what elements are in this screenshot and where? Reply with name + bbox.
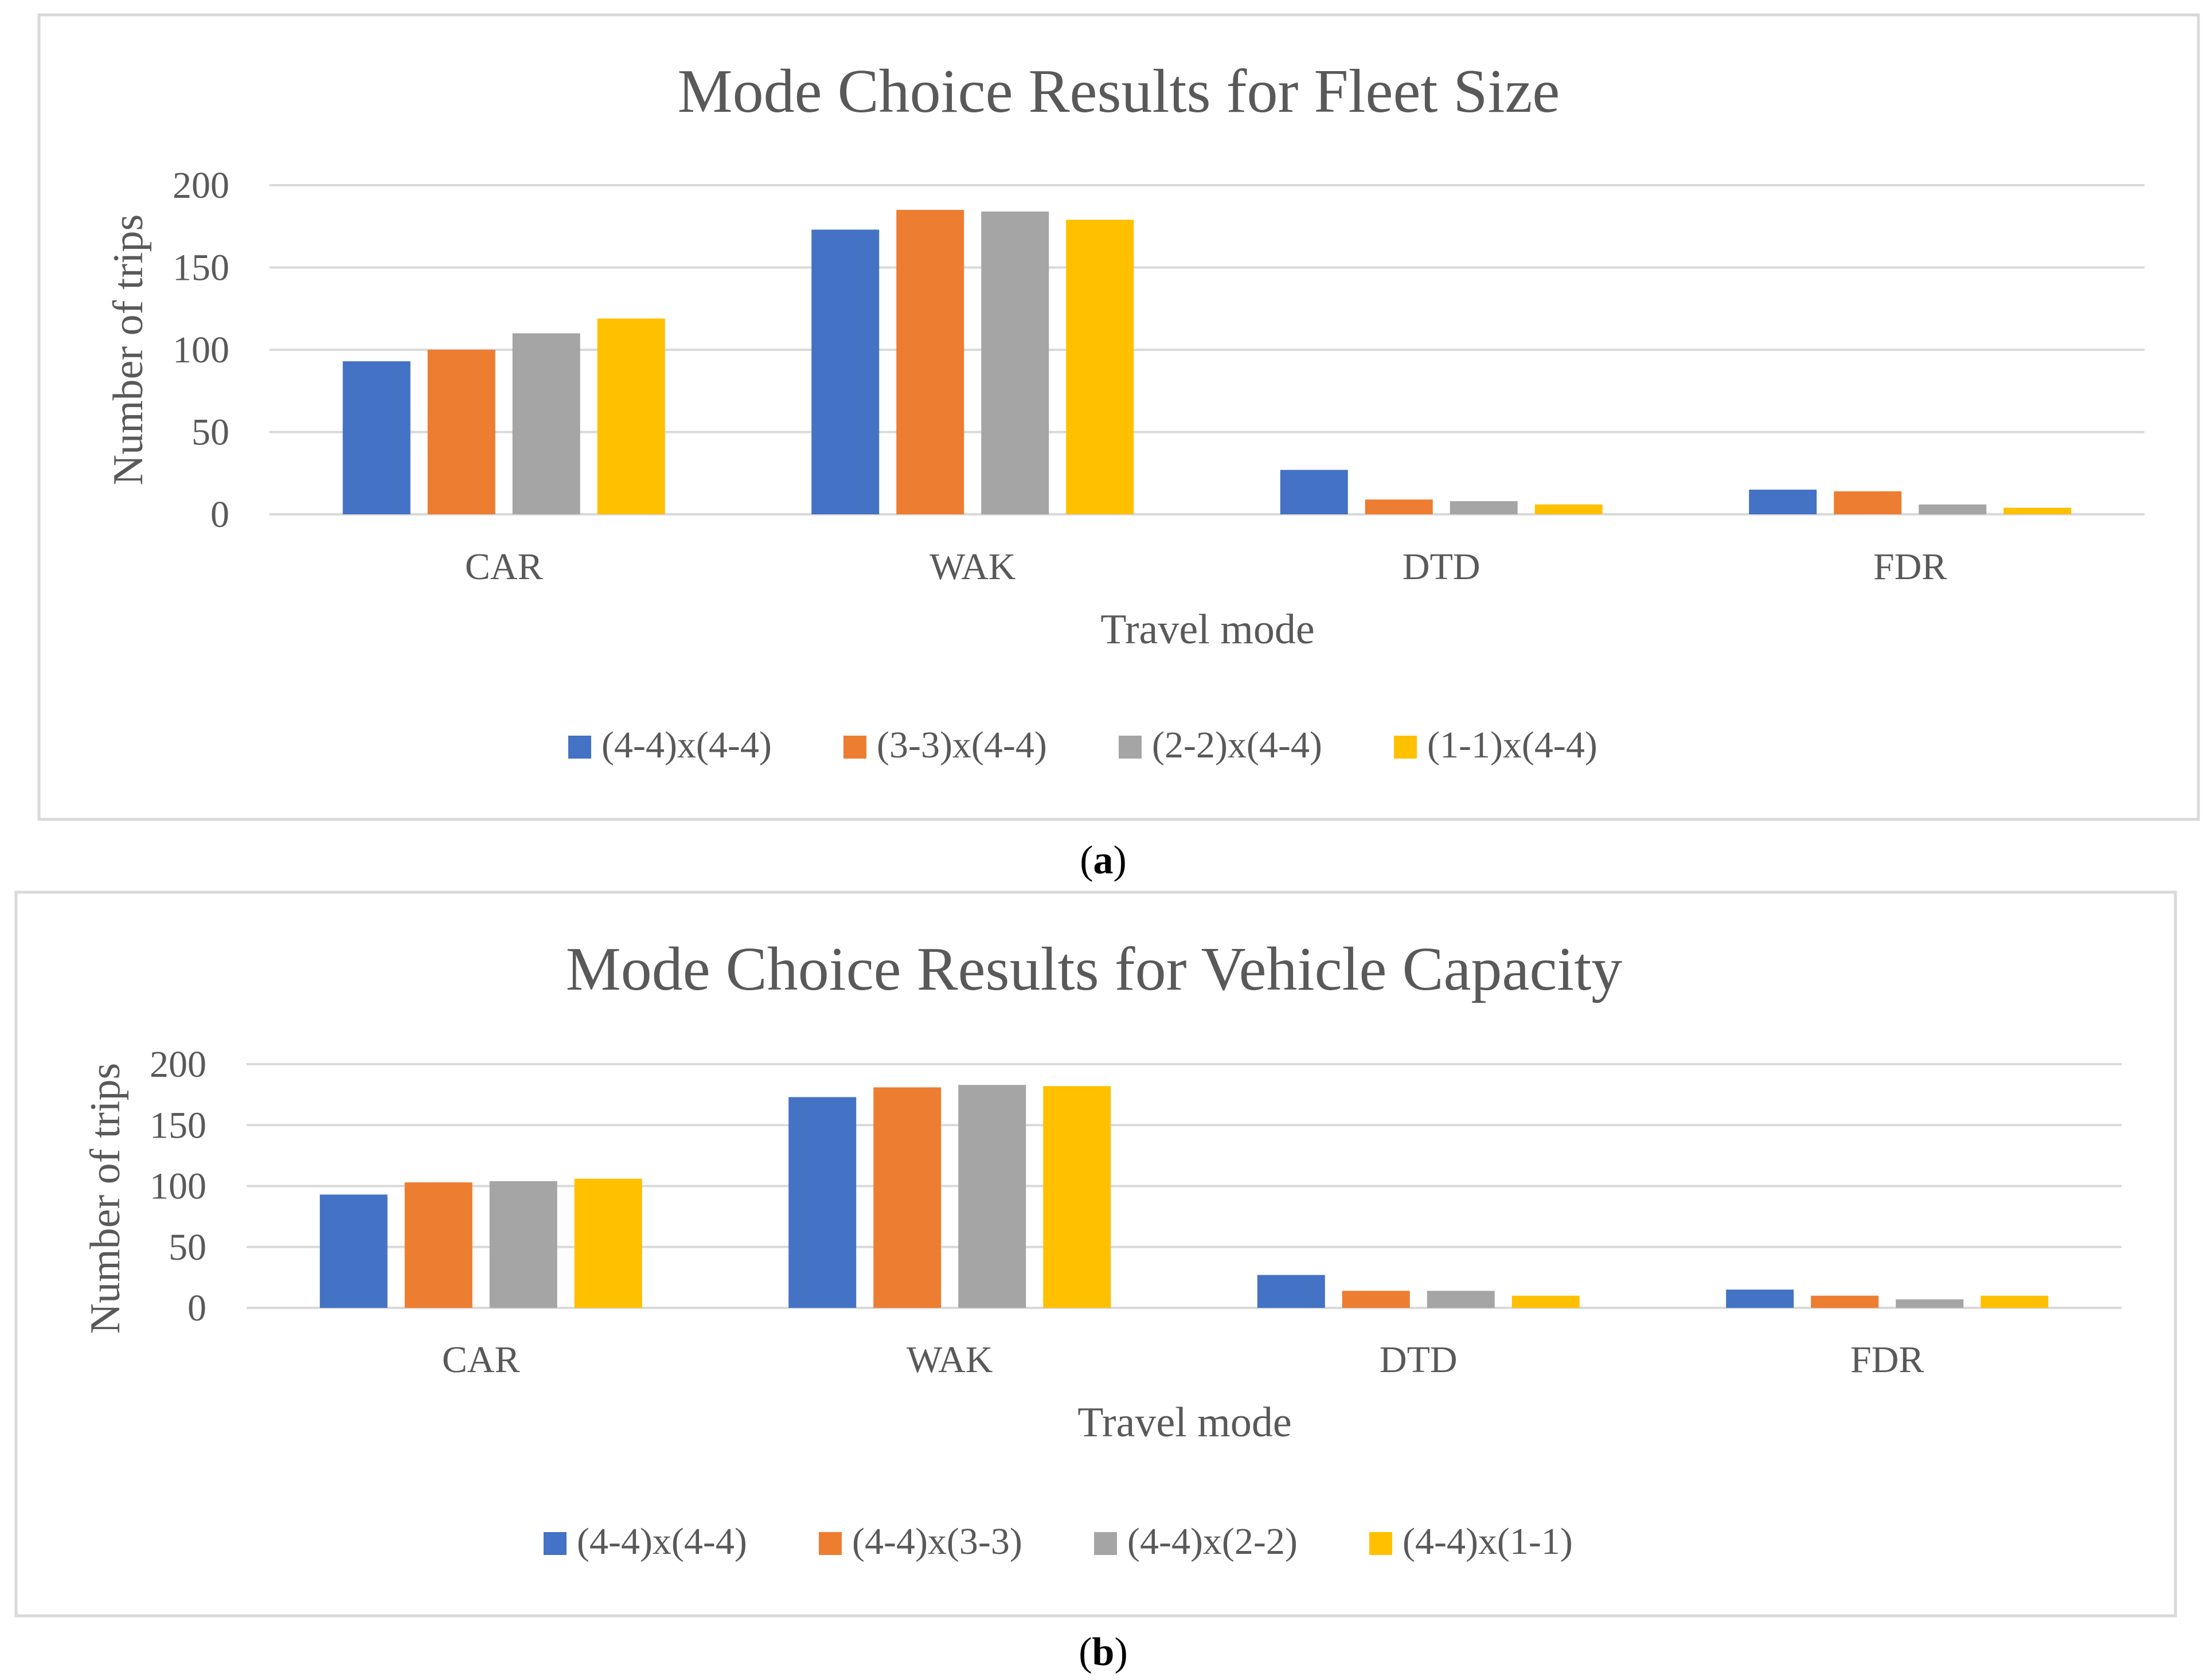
x-tick-label-fdr: FDR	[1873, 546, 1947, 588]
y-tick-label: 200	[150, 1044, 206, 1085]
chart-panel-b: Mode Choice Results for Vehicle Capacity…	[14, 890, 2177, 1618]
y-tick-labels-a: 0 50 100 150 200	[173, 165, 229, 536]
y-tick-labels-b: 0 50 100 150 200	[150, 1044, 206, 1329]
y-tick-label: 50	[192, 412, 229, 454]
legend-swatch	[1394, 736, 1417, 759]
legend-swatch	[1094, 1532, 1117, 1555]
bar-dtd-series-3	[1427, 1291, 1495, 1308]
bar-fdr-series-1	[1749, 489, 1817, 514]
gridlines-a	[269, 184, 2144, 515]
legend-swatch	[1369, 1532, 1392, 1555]
x-tick-label-dtd: DTD	[1403, 546, 1481, 588]
legend-swatch	[544, 1532, 567, 1555]
bar-wak-series-4	[1043, 1086, 1111, 1308]
bar-fdr-series-2	[1834, 491, 1902, 514]
bar-dtd-series-2	[1365, 499, 1433, 514]
bar-car-series-4	[574, 1178, 642, 1308]
bar-wak-series-2	[873, 1087, 942, 1308]
x-tick-label-wak: WAK	[929, 546, 1015, 588]
legend-label: (4-4)x(1-1)	[1403, 1521, 1573, 1562]
bar-car-series-3	[512, 333, 580, 514]
y-tick-label: 50	[169, 1226, 206, 1268]
legend-label: (4-4)x(4-4)	[601, 724, 772, 766]
bar-wak-series-3	[981, 211, 1049, 514]
bar-car-series-2	[404, 1182, 472, 1308]
bar-car-series-3	[489, 1181, 557, 1308]
x-tick-labels-a: CAR WAK DTD FDR	[465, 546, 1947, 588]
y-axis-label-a: Number of trips	[105, 214, 152, 486]
x-tick-labels-b: CAR WAK DTD FDR	[442, 1339, 1924, 1381]
legend-label: (4-4)x(3-3)	[852, 1521, 1022, 1562]
bar-dtd-series-1	[1280, 470, 1348, 514]
chart-title-b: Mode Choice Results for Vehicle Capacity	[566, 935, 1623, 1003]
bar-dtd-series-3	[1450, 501, 1518, 514]
bar-dtd-series-4	[1534, 504, 1603, 514]
legend-swatch	[568, 736, 591, 759]
bar-wak-series-3	[958, 1085, 1026, 1308]
bar-fdr-series-3	[1919, 504, 1987, 514]
legend-swatch	[843, 736, 866, 759]
bar-car-series-4	[597, 318, 665, 514]
x-axis-label-b: Travel mode	[1077, 1399, 1291, 1446]
bar-wak-series-1	[811, 229, 880, 514]
legend-label: (1-1)x(4-4)	[1427, 724, 1597, 766]
bar-wak-series-1	[788, 1097, 857, 1308]
bar-fdr-series-3	[1896, 1299, 1964, 1308]
chart-panel-a: Mode Choice Results for Fleet Size 0 50 10…	[37, 13, 2200, 821]
bar-car-series-1	[342, 361, 411, 514]
legend-swatch	[819, 1532, 842, 1555]
bars-b	[319, 1085, 2049, 1308]
bar-car-series-2	[427, 350, 495, 514]
legend-label: (3-3)x(4-4)	[877, 724, 1047, 766]
bar-wak-series-2	[896, 210, 964, 514]
y-tick-label: 200	[173, 165, 229, 206]
y-tick-label: 100	[150, 1166, 206, 1208]
bars-a	[342, 210, 2072, 514]
x-tick-label-fdr: FDR	[1850, 1339, 1924, 1381]
legend-label: (2-2)x(4-4)	[1152, 724, 1322, 766]
y-tick-label: 150	[150, 1104, 206, 1146]
legend-b: (4-4)x(4-4) (4-4)x(3-3) (4-4)x(2-2) (4-4)x(…	[544, 1521, 1573, 1562]
bar-fdr-series-1	[1726, 1290, 1794, 1308]
x-axis-label-a: Travel mode	[1100, 606, 1314, 653]
x-tick-label-car: CAR	[465, 546, 543, 588]
bar-dtd-series-1	[1257, 1275, 1325, 1308]
x-tick-label-dtd: DTD	[1380, 1339, 1458, 1381]
bar-fdr-series-4	[2003, 507, 2072, 514]
y-tick-label: 150	[173, 247, 229, 289]
bar-wak-series-4	[1066, 220, 1134, 514]
panel-caption-b: (b)	[1079, 1630, 1128, 1674]
bar-fdr-series-2	[1811, 1295, 1879, 1308]
chart-title-a: Mode Choice Results for Fleet Size	[678, 57, 1560, 126]
legend-a: (4-4)x(4-4) (3-3)x(4-4) (2-2)x(4-4) (1-1)x(…	[568, 724, 1597, 766]
legend-swatch	[1119, 736, 1142, 759]
bar-dtd-series-2	[1342, 1291, 1410, 1308]
x-tick-label-wak: WAK	[907, 1339, 993, 1381]
y-tick-label: 0	[210, 494, 229, 536]
panel-caption-a: (a)	[1080, 838, 1127, 882]
bar-dtd-series-4	[1511, 1295, 1580, 1308]
y-axis-label-b: Number of trips	[82, 1063, 129, 1334]
bar-car-series-1	[319, 1194, 388, 1308]
bar-fdr-series-4	[1981, 1295, 2049, 1308]
y-tick-label: 0	[188, 1287, 206, 1329]
legend-label: (4-4)x(4-4)	[577, 1521, 747, 1562]
gridlines-b	[247, 1063, 2122, 1309]
y-tick-label: 100	[173, 329, 229, 371]
legend-label: (4-4)x(2-2)	[1127, 1521, 1298, 1562]
x-tick-label-car: CAR	[442, 1339, 520, 1381]
